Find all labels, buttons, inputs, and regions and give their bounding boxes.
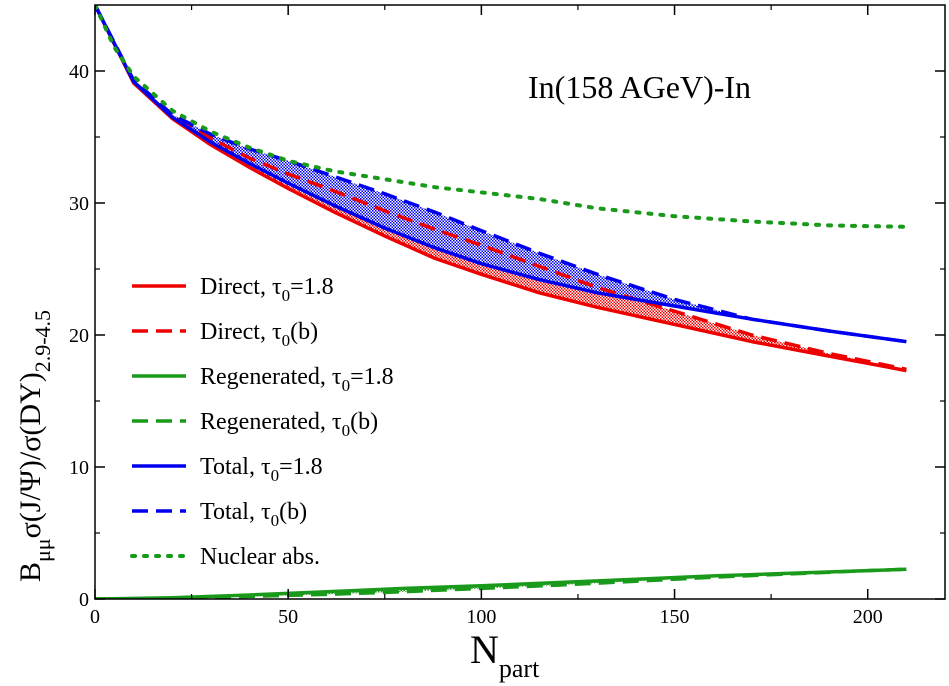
legend-label-total_tau18: Total, τ0=1.8 — [200, 454, 323, 485]
x-axis-label-sub: part — [499, 654, 540, 683]
series-line-regen_tau18 — [95, 567, 907, 599]
x-tick-label: 100 — [466, 606, 496, 628]
series-line-nuclear_abs — [95, 5, 909, 229]
y-axis-label-sub: 2.9-4.5 — [30, 310, 55, 372]
legend-label-direct_taub: Direct, τ0(b) — [200, 319, 318, 350]
y-axis-label: Bμμσ(J/Ψ)/σ(DY)2.9-4.5 — [14, 310, 55, 582]
x-tick-label: 150 — [660, 606, 690, 628]
annotation-label: In(158 AGeV)-In — [528, 69, 751, 105]
legend-label-total_taub: Total, τ0(b) — [200, 499, 307, 530]
y-tick-label: 20 — [69, 325, 89, 347]
legend-label-direct_tau18: Direct, τ0=1.8 — [200, 274, 334, 305]
series-line-total_taub — [95, 5, 907, 344]
x-axis-label-main: N — [470, 627, 499, 672]
y-axis-label-main: σ(J/Ψ)/σ(DY) — [14, 372, 47, 538]
y-tick-label: 30 — [69, 193, 89, 215]
x-axis: 0 50 100 150 200 — [90, 5, 883, 628]
y-tick-label: 0 — [79, 589, 89, 611]
legend: Direct, τ0=1.8 Direct, τ0(b) Regenerated, … — [130, 274, 394, 570]
band-direct_tau18 — [95, 5, 907, 371]
series-line-direct_tau18 — [95, 5, 907, 373]
plot-frame — [94, 4, 946, 600]
x-tick-label: 50 — [278, 606, 298, 628]
series-line-direct_taub — [95, 5, 907, 372]
y-tick-label: 10 — [69, 457, 89, 479]
y-axis: 0 10 20 30 40 — [69, 61, 945, 611]
series-line-total_tau18 — [95, 5, 907, 344]
y-axis-label-prefix: B — [14, 562, 47, 582]
series-line-regen_taub — [95, 567, 907, 599]
x-tick-label: 0 — [90, 606, 100, 628]
x-axis-label: Npart — [470, 627, 540, 683]
x-tick-label: 200 — [853, 606, 883, 628]
legend-label-nuclear_abs: Nuclear abs. — [200, 544, 320, 570]
legend-label-regen_taub: Regenerated, τ0(b) — [200, 409, 378, 440]
y-tick-label: 40 — [69, 61, 89, 83]
legend-label-regen_tau18: Regenerated, τ0=1.8 — [200, 364, 394, 395]
series-lines — [95, 5, 909, 599]
y-axis-label-prefix-sub: μμ — [30, 538, 55, 562]
